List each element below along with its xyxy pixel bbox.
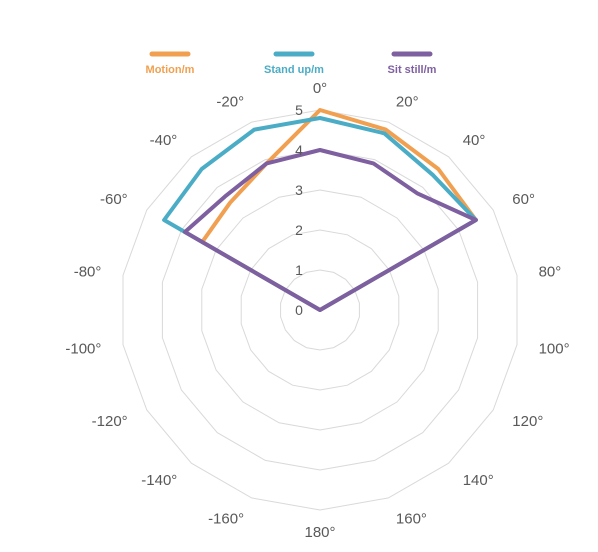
radial-tick-label: 3 — [295, 182, 303, 198]
grid-ring-5 — [122, 109, 518, 511]
angle-label: -80° — [74, 264, 102, 281]
angle-label: 40° — [463, 132, 486, 149]
angle-label: 80° — [539, 264, 562, 281]
series-layer — [162, 108, 478, 312]
angle-label: 180° — [304, 524, 335, 541]
angle-label: -100° — [65, 341, 101, 358]
angle-label: 120° — [512, 413, 543, 430]
angle-label: -60° — [100, 191, 128, 208]
angle-label: -160° — [208, 511, 244, 528]
series-line-2 — [162, 116, 478, 312]
angle-label: 20° — [396, 93, 419, 110]
radial-tick-label: 5 — [295, 102, 303, 118]
legend: Motion/m Stand up/m Sit still/m — [146, 51, 437, 76]
angle-label: -140° — [141, 472, 177, 489]
angle-label: 60° — [512, 191, 535, 208]
radial-tick-layer: 0 1 2 3 4 5 — [295, 102, 303, 318]
radial-tick-label: 4 — [295, 142, 303, 158]
radial-tick-label: 0 — [295, 302, 303, 318]
radial-tick-label: 2 — [295, 222, 303, 238]
angle-label: 100° — [539, 341, 570, 358]
angle-label-layer: 0° 20° 40° 60° 80° 100° 120° 140° 160° 180° -160° -… — [65, 80, 569, 541]
angle-label: 0° — [313, 80, 327, 97]
angle-label: 160° — [396, 511, 427, 528]
angle-label: -20° — [216, 93, 244, 110]
angle-label: -120° — [92, 413, 128, 430]
angle-label: 140° — [463, 472, 494, 489]
angle-label: -40° — [150, 132, 178, 149]
series-line-3 — [182, 148, 478, 312]
legend-label: Stand up/m — [264, 64, 324, 76]
radial-tick-label: 1 — [295, 262, 303, 278]
legend-label: Motion/m — [146, 64, 195, 76]
legend-label: Sit still/m — [388, 64, 437, 76]
